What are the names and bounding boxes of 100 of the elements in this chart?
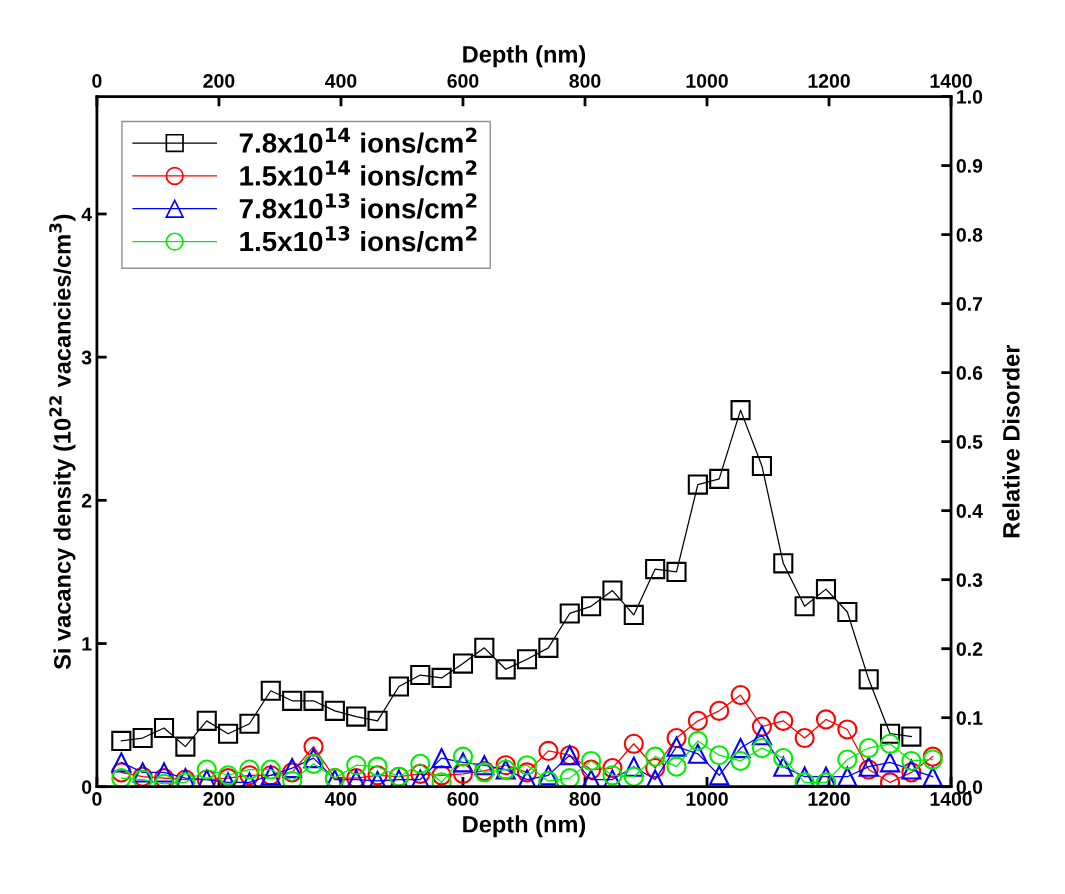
point	[239, 765, 260, 786]
point	[879, 752, 901, 773]
y2-tick-label: 0.7	[956, 297, 983, 311]
point	[410, 763, 431, 784]
y-tick-label: 2	[81, 493, 92, 508]
point	[538, 637, 559, 658]
x2-tick-label: 600	[447, 74, 479, 88]
point	[837, 719, 858, 740]
point	[324, 700, 345, 721]
point	[239, 759, 260, 780]
point	[218, 723, 239, 744]
x-tick-label: 400	[325, 792, 357, 806]
x-tick-label: 1400	[930, 792, 972, 806]
point	[581, 750, 602, 772]
point	[581, 769, 602, 787]
point	[282, 690, 303, 711]
point	[773, 553, 794, 574]
point	[709, 765, 730, 786]
point	[879, 723, 901, 744]
y2-tick-label: 0.9	[956, 159, 983, 173]
x2-axis-title: Depth (nm)	[463, 45, 586, 68]
point	[773, 756, 794, 777]
point	[581, 596, 602, 617]
point	[858, 737, 879, 759]
point	[260, 759, 281, 780]
legend-label: 1.5x10$^{14}$ ions/cm$^{2}$	[240, 160, 477, 186]
point	[388, 676, 409, 697]
point	[452, 763, 474, 784]
point	[687, 474, 708, 495]
point	[559, 603, 580, 624]
x-tick-label: 1000	[686, 792, 728, 806]
y2-tick-label: 0.6	[956, 366, 983, 380]
point	[666, 561, 687, 583]
point	[794, 766, 815, 787]
point	[730, 737, 751, 759]
point	[581, 759, 602, 780]
point	[410, 664, 431, 686]
point	[815, 579, 837, 600]
point	[645, 758, 666, 779]
point	[452, 653, 474, 674]
x2-tick-label: 400	[325, 74, 357, 88]
point	[452, 752, 474, 773]
point	[431, 667, 452, 688]
y2-tick-label: 0.3	[956, 573, 983, 587]
point	[111, 768, 132, 787]
x2-tick-label: 1000	[686, 74, 728, 88]
point	[538, 740, 559, 761]
point	[837, 601, 858, 623]
point	[303, 748, 324, 769]
point	[132, 727, 153, 749]
point	[516, 755, 538, 776]
point	[111, 730, 132, 751]
x2-tick-label: 1200	[808, 74, 850, 88]
point	[538, 765, 559, 786]
y2-tick-label: 0.8	[956, 228, 983, 242]
y-tick-label: 4	[81, 207, 92, 222]
point	[153, 717, 175, 739]
point	[730, 750, 751, 772]
point	[687, 743, 708, 764]
x2-tick-label: 1400	[930, 74, 972, 88]
point	[623, 756, 644, 777]
y-tick-label: 0	[82, 780, 92, 794]
x-tick-label: 600	[447, 792, 479, 806]
point	[645, 746, 666, 767]
point	[879, 733, 901, 754]
point	[901, 750, 922, 772]
x-tick-label: 0	[92, 792, 102, 806]
point	[751, 737, 772, 759]
point	[516, 649, 538, 670]
y2-tick-label: 1.0	[957, 90, 983, 104]
x2-tick-label: 200	[203, 74, 235, 88]
point	[153, 762, 175, 783]
point	[495, 659, 516, 680]
legend-label: 7.8x10$^{13}$ ions/cm$^{2}$	[239, 193, 477, 219]
point	[623, 766, 644, 787]
point	[837, 749, 858, 770]
point	[196, 759, 217, 780]
point	[559, 768, 580, 787]
point	[474, 755, 495, 776]
point	[196, 710, 217, 731]
point	[367, 710, 388, 731]
point	[346, 755, 367, 776]
point	[709, 468, 730, 489]
y2-axis-title: Relative Disorder	[1002, 344, 1020, 538]
point	[303, 690, 324, 711]
point	[730, 400, 751, 421]
point	[602, 758, 623, 779]
point	[452, 746, 474, 767]
x2-tick-label: 0	[92, 74, 102, 88]
y2-tick-label: 0.2	[956, 642, 983, 656]
point	[410, 753, 431, 774]
point	[645, 559, 666, 580]
point	[794, 727, 815, 749]
point	[175, 736, 196, 757]
point	[111, 762, 132, 783]
point	[346, 706, 367, 727]
y-tick-label: 3	[81, 350, 92, 365]
x-tick-label: 200	[203, 792, 235, 806]
point	[730, 685, 751, 706]
point	[516, 762, 538, 783]
